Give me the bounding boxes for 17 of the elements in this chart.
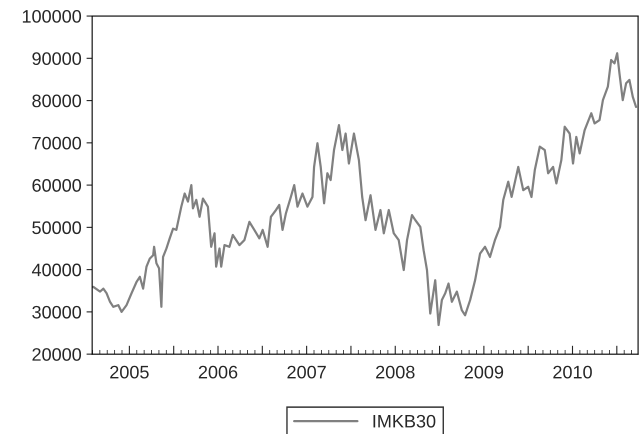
x-tick-label: 2005 bbox=[110, 366, 149, 379]
x-tick-label: 2006 bbox=[198, 366, 238, 379]
y-tick-label: 20000 bbox=[32, 348, 82, 361]
y-tick-label: 100000 bbox=[22, 10, 82, 23]
x-tick-label: 2007 bbox=[287, 366, 326, 379]
y-tick-label: 40000 bbox=[32, 264, 82, 276]
y-tick-label: 80000 bbox=[32, 94, 82, 108]
legend-label: IMKB30 bbox=[373, 414, 436, 428]
y-tick-label: 60000 bbox=[32, 179, 82, 192]
x-tick-label: 2008 bbox=[376, 366, 415, 379]
y-tick-label: 50000 bbox=[32, 221, 82, 234]
x-tick-label: 2009 bbox=[464, 366, 504, 379]
x-tick-label: 2010 bbox=[553, 366, 592, 379]
y-tick-label: 90000 bbox=[32, 52, 82, 66]
line-series bbox=[92, 52, 638, 326]
y-tick-label: 30000 bbox=[32, 306, 82, 319]
y-tick-label: 70000 bbox=[32, 136, 82, 150]
